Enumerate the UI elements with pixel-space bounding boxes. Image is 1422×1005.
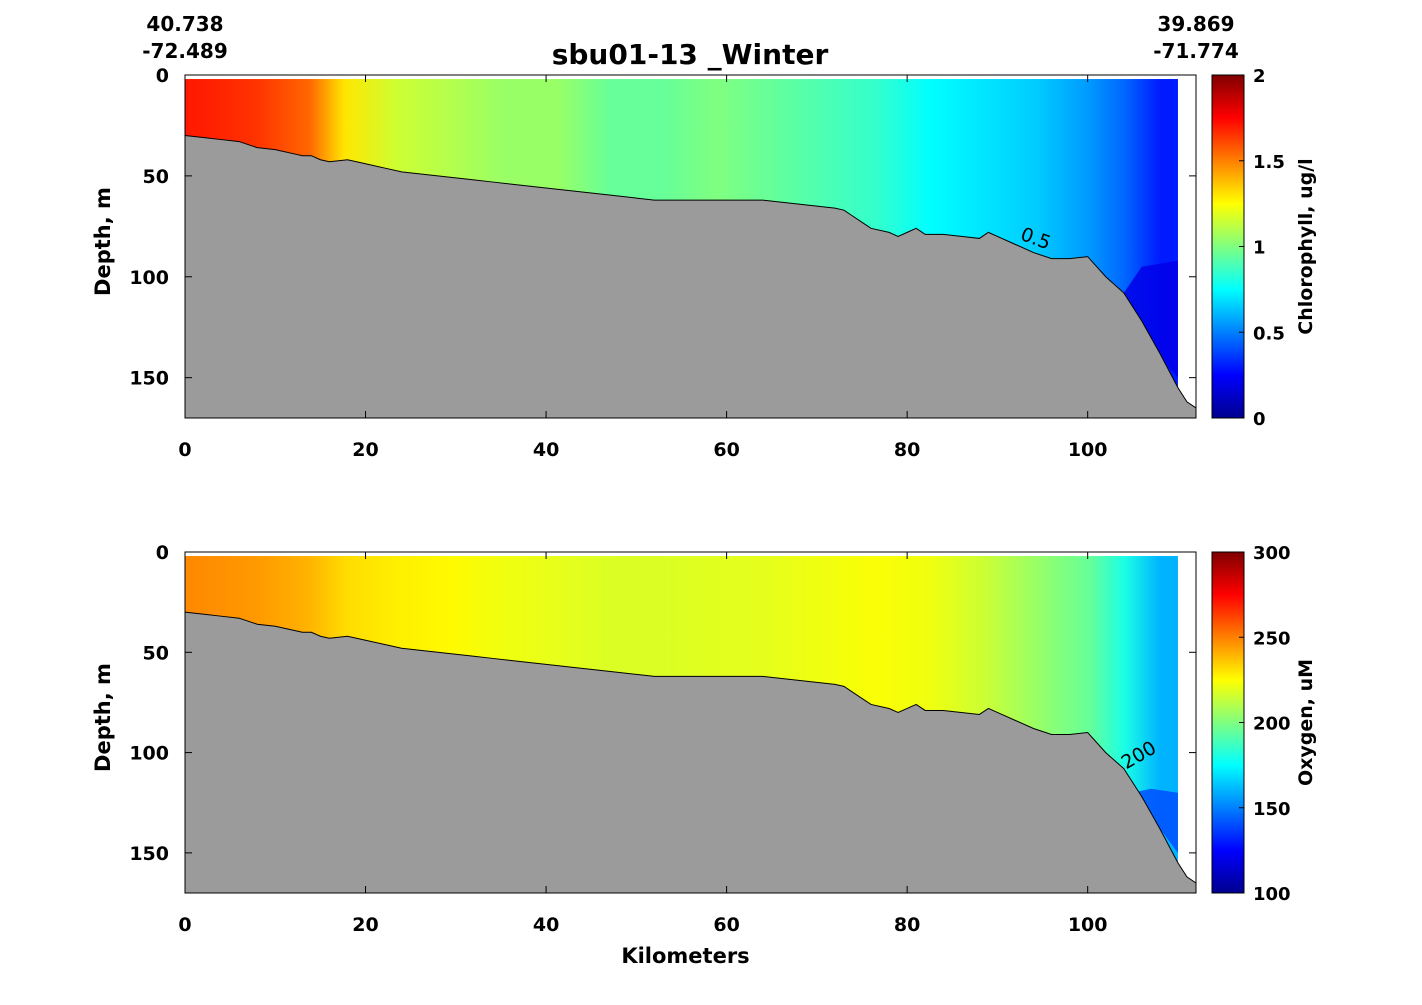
oxygen-x-tick-label: 60 — [713, 914, 739, 936]
oxygen-y-axis-label: Depth, m — [91, 663, 115, 772]
right-latitude: 39.869 — [1157, 12, 1234, 36]
chlorophyll-axes-frame — [184, 74, 1197, 419]
chlorophyll-deep-water-patch — [1123, 260, 1178, 378]
chlorophyll-colorbar-tick-label: 0 — [1253, 409, 1266, 430]
chlorophyll-colorbar-tick-label: 2 — [1253, 66, 1266, 87]
oxygen-x-tick-label: 20 — [352, 914, 378, 936]
chlorophyll-y-tick-label: 150 — [129, 368, 169, 390]
chlorophyll-y-tick-label: 50 — [143, 166, 169, 188]
oxygen-y-tick-label: 100 — [129, 743, 169, 765]
oxygen-colorbar-tick-label: 150 — [1253, 799, 1291, 820]
chlorophyll-colorbar-label: Chlorophyll, ug/l — [1295, 158, 1317, 334]
chlorophyll-colorbar — [1211, 74, 1245, 419]
chlorophyll-x-tick-label: 0 — [178, 439, 191, 461]
oxygen-axes-frame — [184, 551, 1197, 894]
chlorophyll-y-tick-label: 0 — [156, 65, 169, 87]
chlorophyll-x-tick-label: 60 — [713, 439, 739, 461]
chlorophyll-x-tick-label: 20 — [352, 439, 378, 461]
chart-title: sbu01-13 _Winter — [552, 38, 829, 71]
oxygen-x-tick-label: 80 — [894, 914, 920, 936]
chlorophyll-colorbar-tick-label: 1 — [1253, 238, 1266, 259]
oxygen-y-tick-label: 50 — [143, 642, 169, 664]
oxygen-seafloor — [184, 611, 1197, 894]
oxygen-colorbar-tick-label: 300 — [1253, 543, 1291, 564]
oxygen-colorbar-tick-label: 200 — [1253, 714, 1291, 735]
chlorophyll-y-tick-label: 100 — [129, 267, 169, 289]
oxygen-panel: 200 0 20 40 60 80 100 0 50 100 150 Depth, m Kilomete… — [91, 542, 1317, 968]
oxygen-colorbar — [1211, 551, 1245, 894]
oxygen-y-tick-label: 150 — [129, 843, 169, 865]
oxygen-colorbar-tick-label: 250 — [1253, 628, 1291, 649]
oxygen-colorbar-tick-label: 100 — [1253, 884, 1291, 905]
left-longitude: -72.489 — [142, 39, 227, 63]
chlorophyll-colorbar-tick-label: 1.5 — [1253, 152, 1285, 173]
oxygen-x-tick-label: 0 — [178, 914, 191, 936]
chlorophyll-seafloor — [184, 134, 1197, 419]
right-longitude: -71.774 — [1153, 39, 1238, 63]
oxygen-colorbar-label: Oxygen, uM — [1295, 659, 1317, 786]
chlorophyll-x-tick-label: 100 — [1068, 439, 1108, 461]
chlorophyll-y-axis-label: Depth, m — [91, 187, 115, 296]
oxygen-x-tick-label: 40 — [533, 914, 559, 936]
oxygen-x-tick-label: 100 — [1068, 914, 1108, 936]
chlorophyll-x-tick-label: 80 — [894, 439, 920, 461]
left-latitude: 40.738 — [146, 12, 223, 36]
chlorophyll-colorbar-tick-label: 0.5 — [1253, 323, 1285, 344]
oxygen-x-axis-label: Kilometers — [621, 944, 749, 968]
oxygen-y-tick-label: 0 — [156, 542, 169, 564]
chlorophyll-x-tick-label: 40 — [533, 439, 559, 461]
